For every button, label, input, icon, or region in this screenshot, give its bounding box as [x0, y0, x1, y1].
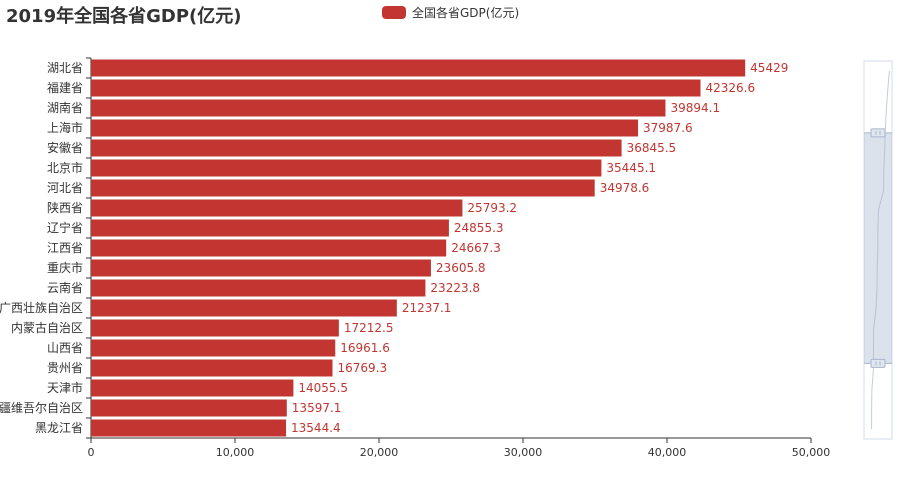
x-tick-label: 40,000 [648, 446, 687, 459]
bar[interactable] [91, 259, 431, 277]
category-label: 江西省 [47, 241, 83, 255]
category-label: 河北省 [47, 181, 83, 195]
bar[interactable] [91, 359, 333, 377]
bar[interactable] [91, 319, 339, 337]
category-label: 安徽省 [47, 140, 83, 155]
chart-title: 2019年全国各省GDP(亿元) [6, 6, 242, 27]
bar[interactable] [91, 299, 397, 317]
category-label: 陕西省 [47, 200, 83, 215]
x-tick-label: 30,000 [504, 446, 543, 459]
value-label: 36845.5 [627, 141, 677, 155]
bar[interactable] [91, 119, 639, 137]
category-label: 福建省 [47, 80, 83, 95]
value-label: 37987.6 [643, 121, 693, 135]
category-label: 广西壮族自治区 [0, 301, 83, 315]
value-label: 23223.8 [430, 281, 480, 295]
value-label: 24855.3 [454, 221, 504, 235]
value-label: 45429 [750, 61, 788, 75]
x-tick-label: 0 [88, 446, 95, 459]
category-label: 湖北省 [47, 60, 83, 75]
bar[interactable] [91, 139, 622, 157]
value-label: 13597.1 [292, 401, 342, 415]
bar[interactable] [91, 79, 701, 97]
category-label: 云南省 [47, 280, 83, 295]
legend-label[interactable]: 全国各省GDP(亿元) [412, 5, 520, 20]
value-label: 42326.6 [706, 81, 756, 95]
value-label: 25793.2 [467, 201, 517, 215]
bar[interactable] [91, 379, 294, 397]
value-label: 17212.5 [344, 321, 394, 335]
category-label: 贵州省 [47, 361, 83, 375]
legend[interactable]: 全国各省GDP(亿元) [382, 4, 519, 20]
bar[interactable] [91, 219, 449, 237]
category-label: 上海市 [47, 120, 83, 135]
x-tick-label: 10,000 [216, 446, 255, 459]
category-label: 北京市 [47, 160, 83, 175]
bar[interactable] [91, 59, 746, 77]
bar[interactable] [91, 199, 463, 217]
value-label: 16961.6 [340, 341, 390, 355]
category-label: 黑龙江省 [35, 421, 83, 435]
value-label: 16769.3 [337, 361, 387, 375]
category-label: 辽宁省 [47, 220, 83, 235]
legend-swatch[interactable] [382, 5, 406, 19]
datazoom-handle[interactable] [870, 358, 886, 368]
value-label: 23605.8 [436, 261, 486, 275]
category-label: 内蒙古自治区 [11, 320, 83, 335]
value-label: 39894.1 [670, 101, 720, 115]
bar[interactable] [91, 399, 287, 417]
value-label: 14055.5 [298, 381, 348, 395]
bar[interactable] [91, 179, 595, 197]
value-label: 35445.1 [606, 161, 656, 175]
x-tick-label: 50,000 [792, 446, 831, 459]
bar[interactable] [91, 339, 336, 357]
value-label: 24667.3 [451, 241, 501, 255]
datazoom-track[interactable] [863, 60, 893, 440]
datazoom-selected-range[interactable] [864, 132, 892, 364]
bar[interactable] [91, 279, 426, 297]
bar[interactable] [91, 419, 287, 437]
value-label: 34978.6 [600, 181, 650, 195]
value-label: 21237.1 [402, 301, 452, 315]
bar[interactable] [91, 159, 602, 177]
category-label: 天津市 [47, 380, 83, 395]
category-label: 山西省 [47, 341, 83, 355]
value-label: 13544.4 [291, 421, 341, 435]
bar[interactable] [91, 99, 666, 117]
bar[interactable] [91, 239, 447, 257]
category-label: 新疆维吾尔自治区 [0, 400, 83, 415]
category-label: 湖南省 [47, 100, 83, 115]
category-label: 重庆市 [47, 260, 83, 275]
datazoom-handle[interactable] [870, 128, 886, 138]
x-tick-label: 20,000 [360, 446, 399, 459]
